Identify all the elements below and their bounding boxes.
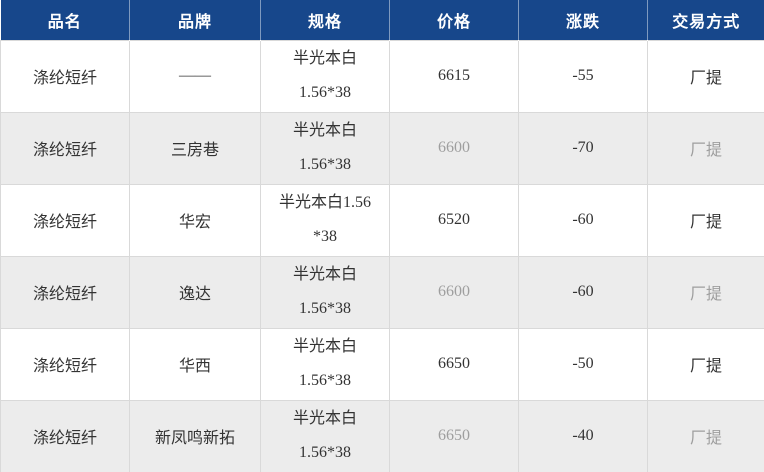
cell-brand: 三房巷 bbox=[129, 111, 261, 185]
header-cell-change: 涨跌 bbox=[518, 0, 648, 40]
cell-product-name: 涤纶短纤 bbox=[0, 327, 130, 401]
cell-product-name: 涤纶短纤 bbox=[0, 39, 130, 113]
cell-change: -55 bbox=[518, 39, 648, 113]
cell-trade-mode: 厂提 bbox=[647, 183, 764, 257]
table-row: 涤纶短纤 华西 半光本白 1.56*38 6650 -50 厂提 bbox=[0, 327, 764, 401]
cell-price: 6615 bbox=[389, 39, 519, 113]
header-cell-trade-mode: 交易方式 bbox=[647, 0, 764, 40]
cell-brand: 新凤鸣新拓 bbox=[129, 399, 261, 472]
table-row: 涤纶短纤 新凤鸣新拓 半光本白 1.56*38 6650 -40 厂提 bbox=[0, 399, 764, 472]
cell-spec: 半光本白 1.56*38 bbox=[260, 399, 390, 472]
cell-brand: 华西 bbox=[129, 327, 261, 401]
cell-brand: —— bbox=[129, 39, 261, 113]
cell-trade-mode: 厂提 bbox=[647, 111, 764, 185]
spec-line-2: 1.56*38 bbox=[299, 300, 351, 317]
cell-product-name: 涤纶短纤 bbox=[0, 111, 130, 185]
cell-product-name: 涤纶短纤 bbox=[0, 399, 130, 472]
spec-line-2: 1.56*38 bbox=[299, 444, 351, 461]
cell-price: 6520 bbox=[389, 183, 519, 257]
cell-change: -40 bbox=[518, 399, 648, 472]
cell-spec: 半光本白 1.56*38 bbox=[260, 255, 390, 329]
spec-line-1: 半光本白 bbox=[292, 122, 357, 139]
spec-line-2: 1.56*38 bbox=[299, 84, 351, 101]
header-cell-product-name: 品名 bbox=[0, 0, 130, 40]
cell-spec: 半光本白 1.56*38 bbox=[260, 327, 390, 401]
spec-line-1: 半光本白 bbox=[292, 410, 357, 427]
spec-line-2: *38 bbox=[313, 228, 337, 245]
cell-brand: 华宏 bbox=[129, 183, 261, 257]
cell-price: 6650 bbox=[389, 399, 519, 472]
cell-change: -60 bbox=[518, 183, 648, 257]
cell-spec: 半光本白 1.56*38 bbox=[260, 111, 390, 185]
cell-trade-mode: 厂提 bbox=[647, 327, 764, 401]
cell-price: 6600 bbox=[389, 255, 519, 329]
cell-product-name: 涤纶短纤 bbox=[0, 255, 130, 329]
cell-change: -70 bbox=[518, 111, 648, 185]
cell-change: -60 bbox=[518, 255, 648, 329]
cell-price: 6650 bbox=[389, 327, 519, 401]
cell-price: 6600 bbox=[389, 111, 519, 185]
spec-line-1: 半光本白 bbox=[292, 266, 357, 283]
cell-trade-mode: 厂提 bbox=[647, 255, 764, 329]
table-row: 涤纶短纤 华宏 半光本白1.56 *38 6520 -60 厂提 bbox=[0, 183, 764, 257]
table-row: 涤纶短纤 —— 半光本白 1.56*38 6615 -55 厂提 bbox=[0, 39, 764, 113]
cell-spec: 半光本白 1.56*38 bbox=[260, 39, 390, 113]
spec-line-1: 半光本白 bbox=[292, 50, 357, 67]
header-row: 品名 品牌 规格 价格 涨跌 交易方式 bbox=[0, 0, 764, 40]
spec-line-2: 1.56*38 bbox=[299, 372, 351, 389]
cell-trade-mode: 厂提 bbox=[647, 39, 764, 113]
cell-spec: 半光本白1.56 *38 bbox=[260, 183, 390, 257]
spec-line-1: 半光本白 bbox=[292, 338, 357, 355]
cell-trade-mode: 厂提 bbox=[647, 399, 764, 472]
header-cell-spec: 规格 bbox=[260, 0, 390, 40]
table-row: 涤纶短纤 三房巷 半光本白 1.56*38 6600 -70 厂提 bbox=[0, 111, 764, 185]
header-cell-price: 价格 bbox=[389, 0, 519, 40]
spec-line-1: 半光本白1.56 bbox=[278, 194, 371, 211]
header-cell-brand: 品牌 bbox=[129, 0, 261, 40]
cell-product-name: 涤纶短纤 bbox=[0, 183, 130, 257]
cell-brand: 逸达 bbox=[129, 255, 261, 329]
spec-line-2: 1.56*38 bbox=[299, 156, 351, 173]
table-row: 涤纶短纤 逸达 半光本白 1.56*38 6600 -60 厂提 bbox=[0, 255, 764, 329]
cell-change: -50 bbox=[518, 327, 648, 401]
